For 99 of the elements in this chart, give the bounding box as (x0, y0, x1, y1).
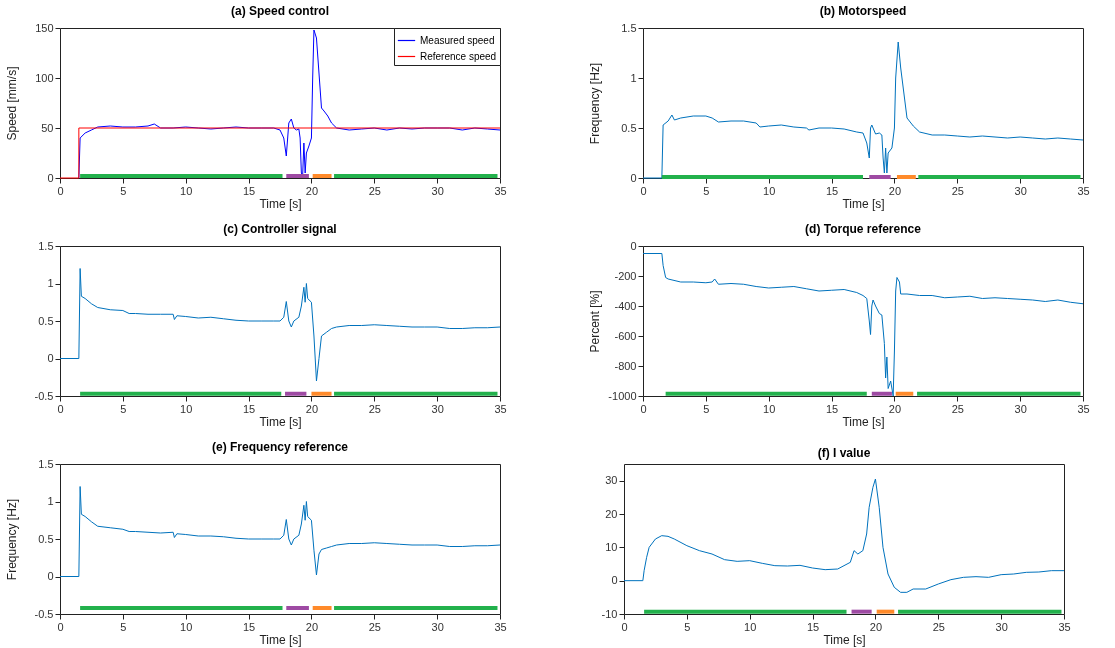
x-axis-title: Time [s] (842, 196, 885, 211)
x-tick-label: 15 (825, 402, 839, 415)
x-tick-label: 5 (703, 184, 710, 197)
y-tick-label: 0 (47, 352, 54, 364)
x-tick-label: 0 (57, 620, 64, 633)
chart-title: (a) Speed control (230, 4, 330, 18)
x-axis-title: Time [s] (259, 196, 302, 211)
y-tick-label: -1000 (608, 389, 637, 402)
x-tick-label: 25 (368, 620, 381, 633)
x-tick-label: 15 (242, 184, 256, 197)
y-tick-label: 0.5 (38, 532, 54, 545)
line-series (642, 253, 1084, 397)
y-axis-title: Percent [%] (587, 290, 602, 353)
y-tick-label: -600 (614, 329, 637, 342)
x-axis-title: Time [s] (842, 414, 885, 429)
x-tick-label: 15 (242, 402, 256, 415)
x-tick-label: 35 (494, 184, 507, 197)
x-tick-label: 20 (305, 184, 319, 197)
line-series (59, 268, 501, 382)
y-axis-title: Frequency [Hz] (587, 62, 602, 145)
x-tick-label: 5 (703, 402, 710, 415)
y-tick-label: -10 (601, 607, 618, 620)
y-tick-label: 1.5 (621, 21, 637, 34)
x-tick-label: 0 (640, 184, 647, 197)
x-tick-label: 10 (763, 184, 776, 197)
x-tick-label: 0 (57, 184, 64, 197)
chart-title: (e) Frequency reference (211, 440, 349, 454)
legend-label: Measured speed (420, 34, 495, 46)
x-tick-label: 35 (1077, 402, 1090, 415)
x-tick-label: 30 (431, 184, 444, 197)
x-tick-label: 0 (57, 402, 64, 415)
x-axis-title: Time [s] (259, 632, 302, 647)
x-tick-label: 20 (888, 402, 902, 415)
y-tick-label: 1.5 (38, 239, 54, 252)
x-tick-label: 30 (995, 620, 1008, 633)
x-tick-label: 30 (431, 402, 444, 415)
x-tick-label: 20 (305, 402, 319, 415)
x-tick-label: 30 (1014, 402, 1027, 415)
y-tick-label: 0.5 (621, 121, 637, 134)
x-tick-label: 15 (825, 184, 839, 197)
y-tick-label: 1 (47, 277, 54, 289)
x-tick-label: 15 (806, 620, 820, 633)
y-tick-label: 20 (605, 507, 618, 520)
y-tick-label: 0 (630, 171, 637, 184)
y-tick-label: -0.5 (34, 389, 54, 402)
y-tick-label: 150 (35, 21, 54, 34)
x-tick-label: 10 (180, 184, 193, 197)
x-tick-label: 5 (120, 620, 127, 633)
x-tick-label: 25 (368, 184, 381, 197)
y-tick-label: -0.5 (34, 607, 54, 620)
chart-title: (f) I value (817, 446, 871, 460)
y-tick-label: 1 (47, 495, 54, 507)
x-tick-label: 15 (242, 620, 256, 633)
x-tick-label: 5 (120, 402, 127, 415)
x-tick-label: 20 (869, 620, 883, 633)
chart-title: (c) Controller signal (223, 222, 337, 236)
x-tick-label: 35 (494, 402, 507, 415)
x-tick-label: 25 (368, 402, 381, 415)
y-tick-label: -200 (614, 269, 637, 282)
chart-title: (b) Motorspeed (819, 4, 907, 18)
y-tick-label: 10 (605, 540, 618, 553)
x-tick-label: 30 (431, 620, 444, 633)
x-tick-label: 20 (305, 620, 319, 633)
x-tick-label: 10 (180, 620, 193, 633)
y-axis-title: Speed [mm/s] (4, 66, 19, 141)
line-series (623, 478, 1065, 593)
x-axis-title: Time [s] (823, 632, 866, 647)
y-tick-label: -400 (614, 299, 637, 312)
y-tick-label: -800 (614, 359, 637, 372)
x-tick-label: 20 (888, 184, 902, 197)
line-series (59, 486, 501, 577)
y-tick-label: 1.5 (38, 457, 54, 470)
y-tick-label: 0 (47, 171, 54, 184)
x-tick-label: 25 (951, 184, 964, 197)
x-tick-label: 35 (494, 620, 507, 633)
legend-label: Reference speed (420, 50, 497, 62)
y-tick-label: 0 (47, 570, 54, 582)
x-tick-label: 25 (932, 620, 945, 633)
x-tick-label: 30 (1014, 184, 1027, 197)
y-tick-label: 50 (41, 121, 54, 134)
x-tick-label: 35 (1077, 184, 1090, 197)
x-tick-label: 5 (684, 620, 691, 633)
line-series (642, 41, 1084, 179)
x-tick-label: 10 (180, 402, 193, 415)
x-tick-label: 5 (120, 184, 127, 197)
x-tick-label: 10 (763, 402, 776, 415)
y-axis-title: Frequency [Hz] (4, 498, 19, 581)
y-tick-label: 0 (630, 239, 637, 252)
y-tick-label: 100 (35, 71, 54, 84)
x-tick-label: 35 (1058, 620, 1071, 633)
x-tick-label: 0 (640, 402, 647, 415)
x-tick-label: 25 (951, 402, 964, 415)
y-tick-label: 1 (630, 71, 637, 84)
y-tick-label: 0 (611, 574, 618, 587)
x-axis-title: Time [s] (259, 414, 302, 429)
y-tick-label: 0.5 (38, 314, 54, 327)
chart-title: (d) Torque reference (805, 222, 922, 236)
y-tick-label: 30 (605, 474, 618, 487)
x-tick-label: 10 (744, 620, 757, 633)
